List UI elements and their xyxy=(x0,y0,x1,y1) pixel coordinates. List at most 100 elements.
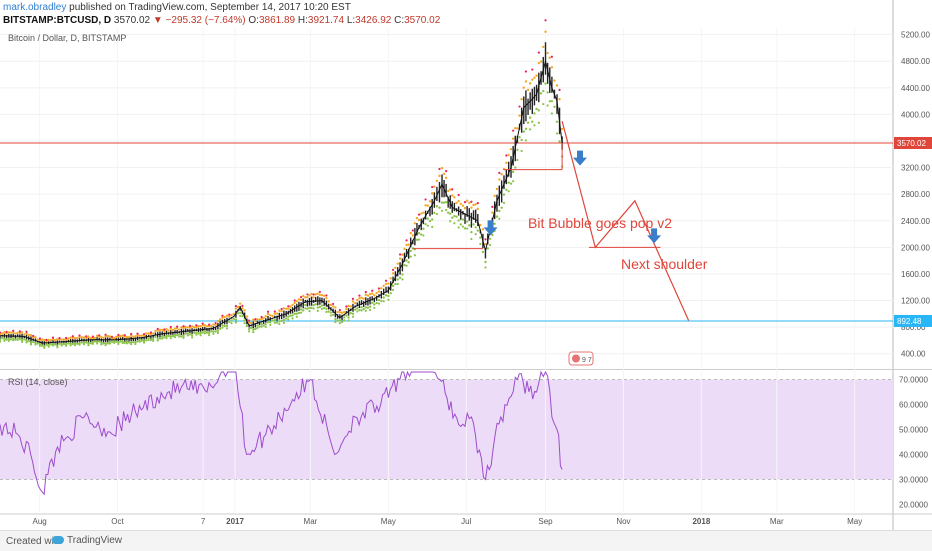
bull-dot xyxy=(526,121,530,124)
bull-dot xyxy=(113,341,116,345)
top-dot xyxy=(332,302,335,306)
bear-dot xyxy=(389,277,392,280)
bull-dot xyxy=(457,226,460,229)
bear-dot xyxy=(457,199,460,203)
bull-dot xyxy=(188,333,192,336)
bull-dot xyxy=(256,326,259,330)
bear-dot xyxy=(384,282,388,286)
bull-dot xyxy=(273,321,276,324)
bear-dot xyxy=(516,127,519,130)
bear-dot xyxy=(345,307,348,311)
tradingview-brand: TradingView xyxy=(67,535,123,546)
bull-dot xyxy=(329,311,333,314)
top-dot xyxy=(195,324,198,327)
bull-dot xyxy=(129,341,133,344)
bear-dot xyxy=(16,331,19,335)
bear-dot xyxy=(7,331,11,334)
bear-dot xyxy=(25,332,28,335)
bull-dot xyxy=(165,334,168,338)
bear-dot xyxy=(95,334,99,338)
tradingview-link[interactable]: TradingView xyxy=(52,535,122,546)
bull-dot xyxy=(34,341,37,344)
bull-dot xyxy=(302,309,305,312)
down-arrow-icon: ▼ xyxy=(152,15,163,26)
author-link[interactable]: mark.obradley xyxy=(3,2,67,13)
bear-dot xyxy=(18,331,22,335)
bull-dot xyxy=(225,324,229,328)
bear-dot xyxy=(3,331,6,334)
bear-dot xyxy=(461,204,465,207)
bear-dot xyxy=(520,97,523,101)
bull-dot xyxy=(151,337,155,341)
bull-dot xyxy=(260,322,263,326)
bull-dot xyxy=(284,317,288,320)
bull-dot xyxy=(351,312,355,315)
bear-dot xyxy=(338,311,342,314)
bull-dot xyxy=(106,342,109,345)
bull-dot xyxy=(325,307,328,310)
bull-dot xyxy=(258,325,261,328)
price-axis-tick: 4800.00 xyxy=(901,57,930,66)
bull-dot xyxy=(366,306,370,309)
bull-dot xyxy=(134,342,137,346)
bull-dot xyxy=(218,327,222,330)
bear-dot xyxy=(411,234,415,237)
bear-dot xyxy=(370,292,374,295)
bull-dot xyxy=(544,82,547,85)
rsi-axis-tick: 50.0000 xyxy=(899,426,928,435)
bull-dot xyxy=(507,190,510,193)
bull-dot xyxy=(169,337,172,340)
bull-dot xyxy=(51,344,55,347)
bear-dot xyxy=(147,332,150,335)
bull-dot xyxy=(142,341,146,344)
chart-canvas[interactable]: 5200.004800.004400.004000.003600.003200.… xyxy=(0,0,932,530)
bull-dot xyxy=(331,313,335,316)
bear-dot xyxy=(80,336,83,339)
bull-dot xyxy=(553,105,556,108)
bull-dot xyxy=(95,342,99,345)
bull-dot xyxy=(173,333,177,337)
bear-dot xyxy=(119,335,122,338)
bull-dot xyxy=(161,335,164,338)
bear-dot xyxy=(398,257,402,260)
bear-dot xyxy=(537,61,541,65)
down-arrow-icon xyxy=(647,228,662,244)
bull-dot xyxy=(291,314,294,317)
bull-dot xyxy=(32,340,35,344)
bear-dot xyxy=(347,304,350,308)
top-dot xyxy=(176,325,179,328)
bear-dot xyxy=(221,316,224,319)
bull-dot xyxy=(502,193,506,196)
bear-dot xyxy=(306,296,309,299)
bear-dot xyxy=(173,327,177,330)
bull-dot xyxy=(121,341,124,345)
bear-dot xyxy=(49,339,53,342)
top-dot xyxy=(71,335,74,338)
bull-dot xyxy=(212,330,215,333)
open-label: O: xyxy=(248,15,259,26)
bull-dot xyxy=(239,314,242,317)
open-value: 3861.89 xyxy=(258,15,296,26)
bear-dot xyxy=(154,329,157,333)
bull-dot xyxy=(380,299,383,303)
top-dot xyxy=(345,305,348,308)
bull-dot xyxy=(550,99,554,103)
bull-dot xyxy=(415,238,419,241)
bear-dot xyxy=(505,161,508,164)
bull-dot xyxy=(115,340,118,343)
bear-dot xyxy=(349,305,352,308)
bull-dot xyxy=(449,220,452,223)
price-level-tag xyxy=(894,314,932,327)
bull-dot xyxy=(389,292,392,295)
bull-dot xyxy=(142,339,146,343)
bear-dot xyxy=(140,334,144,337)
bear-dot xyxy=(546,51,549,55)
top-dot xyxy=(518,105,521,108)
top-dot xyxy=(228,313,231,316)
bull-dot xyxy=(123,341,126,344)
bull-dot xyxy=(387,298,390,301)
bear-dot xyxy=(125,335,129,339)
bull-dot xyxy=(461,225,464,228)
top-dot xyxy=(65,336,68,340)
projection-path xyxy=(561,120,690,321)
